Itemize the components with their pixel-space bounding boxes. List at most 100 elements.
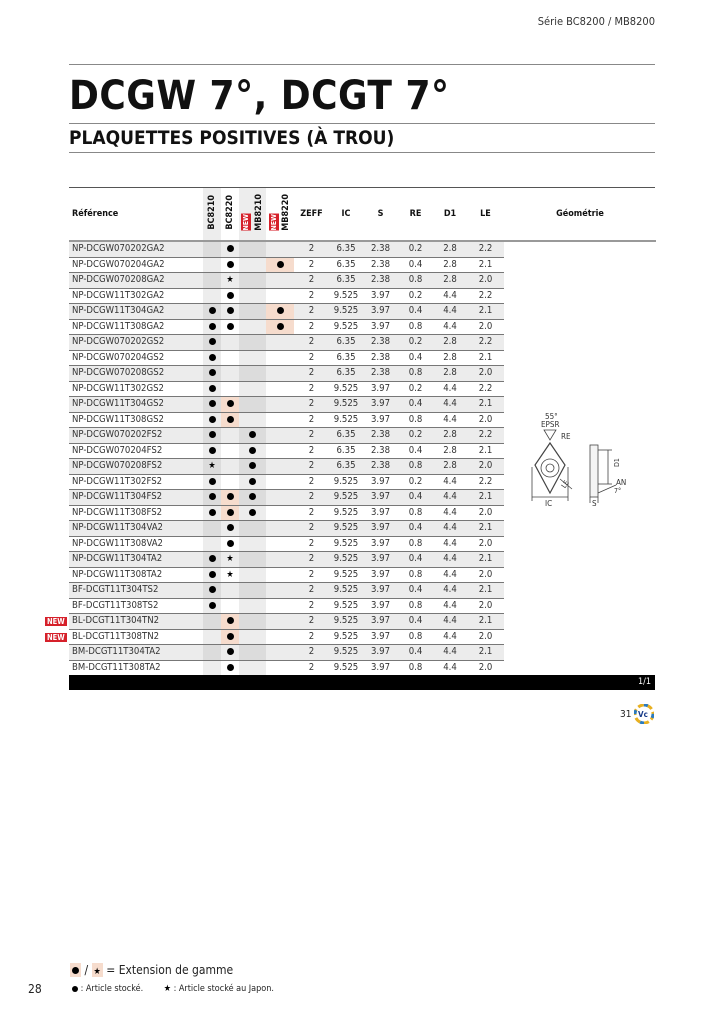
grade-cell	[239, 551, 266, 568]
s-cell: 3.97	[363, 660, 398, 676]
dot-icon	[208, 493, 216, 501]
s-cell: 3.97	[363, 303, 398, 320]
s-cell: 3.97	[363, 613, 398, 630]
grade-cell	[203, 288, 221, 304]
dot-icon	[226, 632, 234, 640]
grade-cell	[266, 365, 294, 382]
grade-cell	[203, 334, 221, 351]
grade-cell	[203, 303, 221, 320]
ic-cell: 6.35	[329, 334, 363, 351]
new-badge: NEW	[268, 214, 279, 231]
re-cell: 0.8	[398, 319, 433, 335]
le-cell: 2.1	[467, 582, 504, 599]
grade-cell	[266, 257, 294, 273]
grade-cell	[239, 241, 266, 258]
dot-icon	[208, 601, 216, 609]
ic-cell: 6.35	[329, 272, 363, 289]
grade-cell	[239, 489, 266, 506]
divider	[69, 64, 655, 65]
s-cell: 3.97	[363, 567, 398, 583]
reference-cell: NP-DCGW070208GA2	[69, 272, 203, 289]
grade-cell	[239, 319, 266, 335]
reference-cell: NP-DCGW11T302FS2	[69, 474, 203, 490]
d1-cell: 4.4	[433, 505, 467, 521]
table-row: NP-DCGW070204GS2 2 6.35 2.38 0.4 2.8 2.1	[69, 350, 656, 366]
s-cell: 3.97	[363, 381, 398, 397]
next-page-ref[interactable]: 31 Vc	[620, 704, 655, 724]
dot-icon	[208, 353, 216, 361]
reference-cell: NP-DCGW11T302GS2	[69, 381, 203, 397]
table-row: BL-DCGT11T308TN2 2 9.525 3.97 0.8 4.4 2.0	[69, 629, 656, 645]
grade-cell	[203, 257, 221, 273]
table-row: NP-DCGW070208GA2 ★ 2 6.35 2.38 0.8 2.8 2.0	[69, 272, 656, 289]
ic-cell: 9.525	[329, 381, 363, 397]
d1-cell: 4.4	[433, 381, 467, 397]
ic-cell: 9.525	[329, 629, 363, 645]
ic-cell: 9.525	[329, 319, 363, 335]
ic-cell: 9.525	[329, 567, 363, 583]
grade-cell	[239, 381, 266, 397]
grade-cell	[221, 660, 239, 676]
grade-cell	[266, 427, 294, 444]
svg-text:RE: RE	[561, 432, 571, 441]
le-cell: 2.1	[467, 303, 504, 320]
d1-cell: 4.4	[433, 629, 467, 645]
grade-cell	[239, 272, 266, 289]
dot-icon	[226, 524, 234, 532]
table-row: NP-DCGW11T304TA2 ★ 2 9.525 3.97 0.4 4.4 2.1	[69, 551, 656, 568]
ic-cell: 9.525	[329, 288, 363, 304]
re-cell: 0.2	[398, 381, 433, 397]
s-cell: 2.38	[363, 427, 398, 444]
divider	[69, 123, 655, 124]
re-cell: 0.2	[398, 288, 433, 304]
re-cell: 0.2	[398, 427, 433, 444]
re-cell: 0.8	[398, 629, 433, 645]
d1-cell: 4.4	[433, 536, 467, 552]
le-cell: 2.1	[467, 644, 504, 661]
grade-cell	[239, 288, 266, 304]
dot-icon	[208, 322, 216, 330]
table-row: BF-DCGT11T304TS2 2 9.525 3.97 0.4 4.4 2.1	[69, 582, 656, 599]
d1-cell: 4.4	[433, 303, 467, 320]
reference-cell: BM-DCGT11T308TA2	[69, 660, 203, 676]
grade-cell	[221, 536, 239, 552]
grade-cell	[203, 474, 221, 490]
le-cell: 2.1	[467, 551, 504, 568]
reference-cell: BF-DCGT11T304TS2	[69, 582, 203, 599]
zeff-cell: 2	[294, 474, 329, 490]
dot-icon	[249, 462, 256, 470]
table-row: BM-DCGT11T308TA2 2 9.525 3.97 0.8 4.4 2.0	[69, 660, 656, 676]
grade-cell	[203, 272, 221, 289]
le-cell: 2.0	[467, 598, 504, 614]
grade-cell	[203, 660, 221, 676]
grade-cell	[221, 613, 239, 630]
reference-cell: NP-DCGW070208GS2	[69, 365, 203, 382]
dot-icon	[72, 985, 78, 992]
grade-cell	[203, 520, 221, 537]
s-cell: 3.97	[363, 536, 398, 552]
d1-cell: 2.8	[433, 241, 467, 258]
ic-cell: 6.35	[329, 257, 363, 273]
grade-cell	[221, 334, 239, 351]
le-cell: 2.2	[467, 427, 504, 444]
product-table: Référence BC8210 BC8220 NEW MB8210 NEW M…	[69, 188, 656, 676]
page-indicator: 1/1	[637, 677, 651, 687]
grade-cell	[239, 629, 266, 645]
grade-cell: ★	[221, 272, 239, 289]
dot-icon	[208, 369, 216, 377]
dot-icon	[208, 431, 216, 439]
zeff-cell: 2	[294, 458, 329, 475]
le-cell: 2.2	[467, 288, 504, 304]
le-cell: 2.0	[467, 505, 504, 521]
table-row: NP-DCGW11T304VA2 2 9.525 3.97 0.4 4.4 2.1	[69, 520, 656, 537]
re-cell: 0.4	[398, 396, 433, 413]
grade-cell	[221, 427, 239, 444]
zeff-cell: 2	[294, 272, 329, 289]
d1-cell: 4.4	[433, 551, 467, 568]
svg-text:7°: 7°	[614, 487, 621, 495]
dot-icon	[226, 322, 234, 330]
table-row: NP-DCGW11T308VA2 2 9.525 3.97 0.8 4.4 2.0	[69, 536, 656, 552]
grade-cell	[203, 489, 221, 506]
s-cell: 3.97	[363, 396, 398, 413]
col-zeff: ZEFF	[294, 188, 329, 242]
